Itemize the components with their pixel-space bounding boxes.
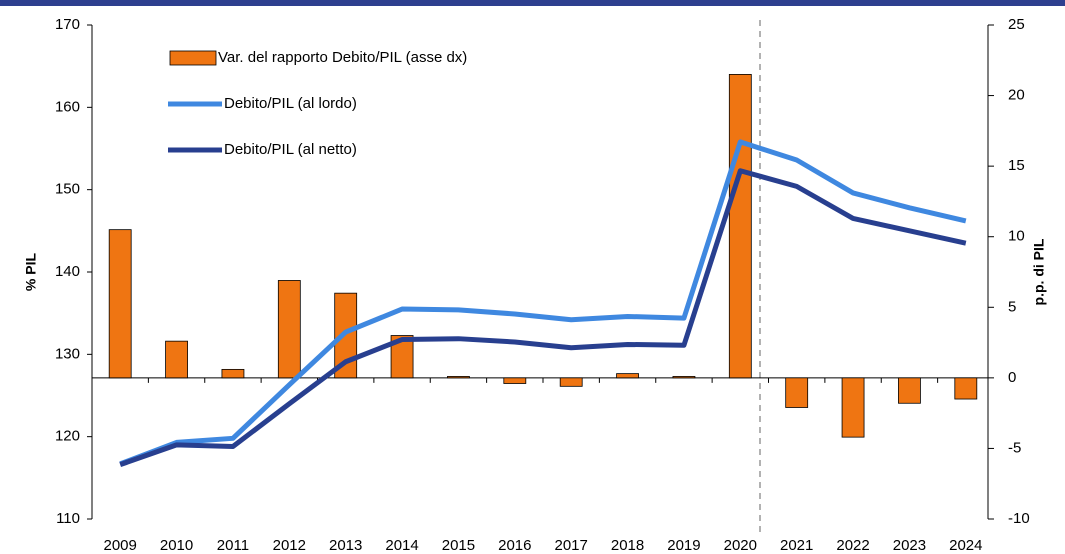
y2-axis-title: p.p. di PIL [1031,238,1047,305]
y2-tick-label: 25 [1008,16,1025,33]
x-tick-label: 2019 [667,537,700,554]
x-tick-label: 2013 [329,537,362,554]
x-tick-label: 2011 [217,537,249,554]
y-tick-label: 170 [55,16,80,33]
x-tick-label: 2024 [949,537,982,554]
x-tick-label: 2021 [780,537,813,554]
bar [954,377,978,400]
x-tick-label: 2016 [498,537,531,554]
y2-tick-label: -5 [1008,439,1021,456]
bar [221,368,245,379]
y2-tick-label: -10 [1008,510,1030,527]
y2-tick-label: 10 [1008,228,1025,245]
bar [447,376,470,379]
bar [277,280,301,379]
bar [672,376,696,379]
x-tick-label: 2009 [104,537,137,554]
bar [503,377,527,384]
y-tick-label: 140 [55,263,80,280]
legend-label: Var. del rapporto Debito/PIL (asse dx) [218,49,467,66]
y-axis-title: % PIL [23,252,39,291]
y2-tick-label: 15 [1008,157,1025,174]
y-tick-label: 130 [55,345,80,362]
x-tick-label: 2010 [160,537,193,554]
x-tick-label: 2022 [836,537,869,554]
bar [616,373,639,379]
x-tick-label: 2015 [442,537,475,554]
y-tick-label: 150 [55,181,80,198]
bar [165,340,188,379]
bar [898,377,921,404]
x-tick-label: 2018 [611,537,644,554]
x-tick-label: 2012 [273,537,306,554]
bar [841,377,865,438]
y-tick-label: 120 [55,428,80,445]
line [119,168,967,468]
y2-tick-label: 5 [1008,298,1016,315]
y2-tick-label: 0 [1008,369,1016,386]
y2-tick-label: 20 [1008,87,1025,104]
legend-swatch [169,50,217,66]
bar [390,335,414,379]
line [119,139,967,467]
x-tick-label: 2014 [385,537,418,554]
bar [728,74,752,379]
bar [108,229,132,379]
legend-label: Debito/PIL (al lordo) [224,95,357,112]
bar [785,377,809,408]
bar [559,377,583,387]
x-tick-label: 2023 [893,537,926,554]
y-tick-label: 160 [55,98,80,115]
x-tick-label: 2017 [555,537,588,554]
top-band [0,0,1065,6]
y-tick-label: 110 [56,510,80,527]
legend-label: Debito/PIL (al netto) [224,141,357,158]
x-tick-label: 2020 [724,537,757,554]
